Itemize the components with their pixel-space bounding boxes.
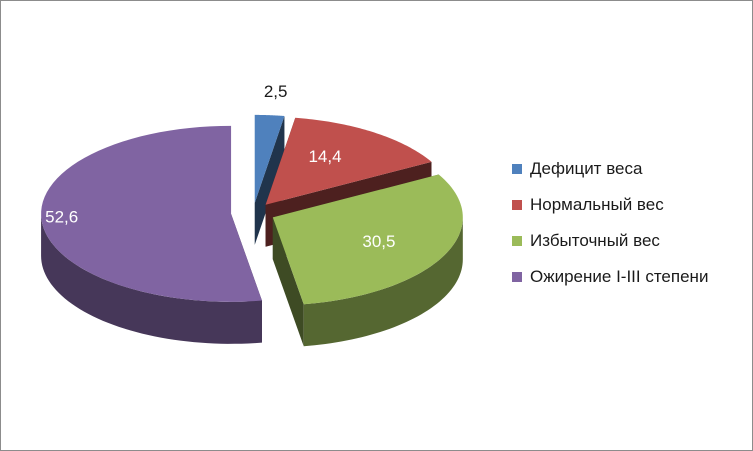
pie-slice-obesity — [41, 125, 262, 344]
legend-item-obesity: Ожирение I-III степени — [512, 265, 747, 289]
legend-item-deficit: Дефицит веса — [512, 157, 747, 181]
data-label-normal: 14,4 — [308, 147, 341, 166]
legend-item-normal: Нормальный вес — [512, 193, 747, 217]
legend-label-overweight: Избыточный вес — [530, 231, 660, 250]
pie-slice-wall — [272, 217, 304, 347]
pie-slice-side — [303, 217, 463, 347]
data-label-overweight: 30,5 — [362, 232, 395, 251]
pie-slice-top — [265, 117, 432, 205]
pie-slice-wall — [254, 115, 285, 245]
legend-item-overweight: Избыточный вес — [512, 229, 747, 253]
pie-slice-top — [41, 125, 262, 302]
legend-swatch-deficit — [512, 164, 522, 174]
data-label-deficit: 2,5 — [264, 82, 288, 101]
legend-label-obesity: Ожирение I-III степени — [530, 267, 709, 286]
legend: Дефицит веса Нормальный вес Избыточный в… — [512, 157, 747, 301]
legend-label-deficit: Дефицит веса — [530, 159, 643, 178]
legend-swatch-obesity — [512, 272, 522, 282]
legend-label-normal: Нормальный вес — [530, 195, 664, 214]
pie-slice-top — [272, 174, 463, 305]
pie-slice-deficit — [254, 114, 285, 245]
pie-slice-side — [41, 213, 262, 344]
pie-slice-overweight — [272, 174, 463, 347]
data-label-obesity: 52,6 — [45, 207, 78, 226]
legend-swatch-normal — [512, 200, 522, 210]
legend-swatch-overweight — [512, 236, 522, 246]
pie-slice-top — [254, 114, 285, 203]
